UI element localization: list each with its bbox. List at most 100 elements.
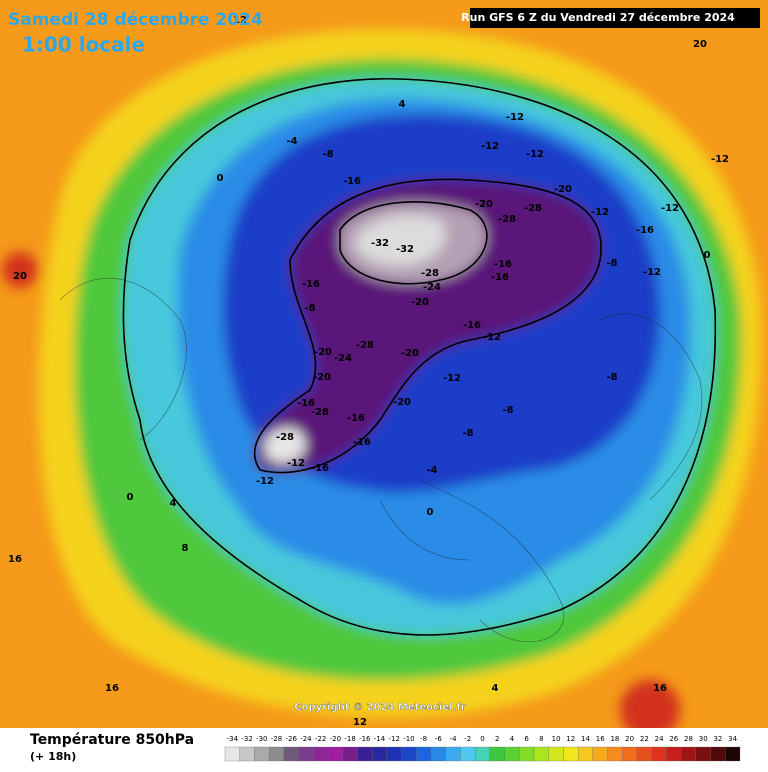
colorbar-label: -28: [271, 735, 282, 743]
contour-label: -12: [287, 458, 305, 469]
colorbar-label: 14: [581, 735, 590, 743]
contour-label: -20: [401, 348, 419, 359]
colorbar-swatch: [695, 746, 711, 762]
colorbar-label: 6: [524, 735, 529, 743]
colorbar-swatch: [636, 746, 652, 762]
colorbar-swatch: [298, 746, 314, 762]
colorbar-swatch: [725, 746, 741, 762]
colorbar-swatch: [577, 746, 594, 762]
contour-label: -12: [643, 267, 661, 278]
contour-label: -20: [475, 199, 493, 210]
contour-label: -8: [606, 258, 617, 269]
colorbar-swatch: [504, 746, 520, 762]
colorbar-label: -18: [344, 735, 355, 743]
colorbar-label: -4: [450, 735, 458, 743]
contour-label: -28: [276, 432, 294, 443]
contour-label: -28: [524, 203, 542, 214]
colorbar-label: -34: [227, 735, 239, 743]
contour-label: -16: [343, 176, 361, 187]
colorbar-swatch: [268, 746, 285, 762]
contour-label: -12: [483, 332, 501, 343]
colorbar-swatch: [622, 746, 638, 762]
colorbar-swatch: [710, 746, 726, 762]
temperature-field: [2, 28, 761, 740]
contour-label: -20: [393, 397, 411, 408]
contour-label: 4: [399, 99, 406, 110]
contour-label: -16: [353, 437, 371, 448]
contour-label: 12: [353, 717, 367, 728]
contour-label: -16: [347, 413, 365, 424]
colorbar-swatch: [651, 746, 667, 762]
contour-label: -12: [256, 476, 274, 487]
run-box: [470, 8, 760, 28]
contour-label: -20: [314, 347, 332, 358]
contour-label: -28: [311, 407, 329, 418]
colorbar-label: 34: [728, 735, 737, 743]
contour-label: -20: [313, 372, 331, 383]
contour-label: -8: [606, 372, 617, 383]
colorbar-label: -6: [435, 735, 443, 743]
colorbar-label: -8: [420, 735, 427, 743]
colorbar-label: 2: [495, 735, 499, 743]
legend-title: Température 850hPa: [30, 732, 194, 748]
colorbar-label: -24: [300, 735, 312, 743]
contour-label: -16: [494, 259, 512, 270]
colorbar-swatch: [401, 746, 417, 762]
contour-label: -12: [506, 112, 524, 123]
contour-label: 12: [233, 15, 247, 26]
contour-label: -28: [498, 214, 516, 225]
contour-label: -32: [371, 238, 389, 249]
contour-label: -28: [421, 268, 439, 279]
contour-label: 8: [182, 543, 189, 554]
contour-label: 16: [8, 554, 22, 565]
colorbar-label: -14: [374, 735, 386, 743]
colorbar-label: 12: [566, 735, 575, 743]
contour-label: -12: [591, 207, 609, 218]
contour-label: -24: [334, 353, 352, 364]
colorbar-swatch: [342, 746, 358, 762]
colorbar-label: 20: [625, 735, 634, 743]
colorbar-swatch: [386, 746, 402, 762]
colorbar-label: 8: [539, 735, 543, 743]
contour-label: -12: [443, 373, 461, 384]
colorbar-swatch: [489, 746, 505, 762]
colorbar-swatch: [445, 746, 461, 762]
valid-time: 1:00 locale: [22, 33, 145, 57]
contour-label: -8: [502, 405, 513, 416]
contour-label: -12: [526, 149, 544, 160]
colorbar-swatch: [666, 746, 682, 762]
contour-label: -16: [491, 272, 509, 283]
contour-label: -32: [396, 244, 414, 255]
colorbar-label: -12: [388, 735, 399, 743]
colorbar-swatch: [313, 746, 329, 762]
colorbar-swatch: [680, 746, 697, 762]
colorbar-label: -30: [256, 735, 267, 743]
contour-label: -28: [356, 340, 374, 351]
colorbar-label: 18: [610, 735, 619, 743]
copyright: Copyright © 2024 Meteociel.fr: [294, 702, 465, 713]
contour-label: 0: [217, 173, 224, 184]
contours: [122, 78, 717, 636]
contour-label: 0: [427, 507, 434, 518]
contour-label: -24: [423, 282, 441, 293]
contour-label: -16: [311, 463, 329, 474]
contour-label: -16: [297, 398, 315, 409]
colorbar-swatch: [592, 746, 608, 762]
colorbar-swatch: [254, 746, 270, 762]
colorbar-swatch: [416, 746, 432, 762]
colorbar: -34 -32 -30 -28 -26 -24 -22 -20 -18 -16 -14 -12 -10-…: [224, 735, 741, 762]
colorbar-label: -10: [403, 735, 414, 743]
colorbar-label: -32: [241, 735, 252, 743]
contour-label: -4: [286, 136, 297, 147]
colorbar-swatch: [460, 746, 476, 762]
contour-label: -16: [636, 225, 654, 236]
colorbar-swatch: [357, 746, 373, 762]
contour-label: -12: [481, 141, 499, 152]
contour-label: -8: [462, 428, 473, 439]
contour-label: 0: [127, 492, 134, 503]
contour-label: 4: [492, 683, 499, 694]
colorbar-swatch: [607, 746, 623, 762]
colorbar-swatch: [283, 746, 299, 762]
colorbar-label: 0: [480, 735, 484, 743]
